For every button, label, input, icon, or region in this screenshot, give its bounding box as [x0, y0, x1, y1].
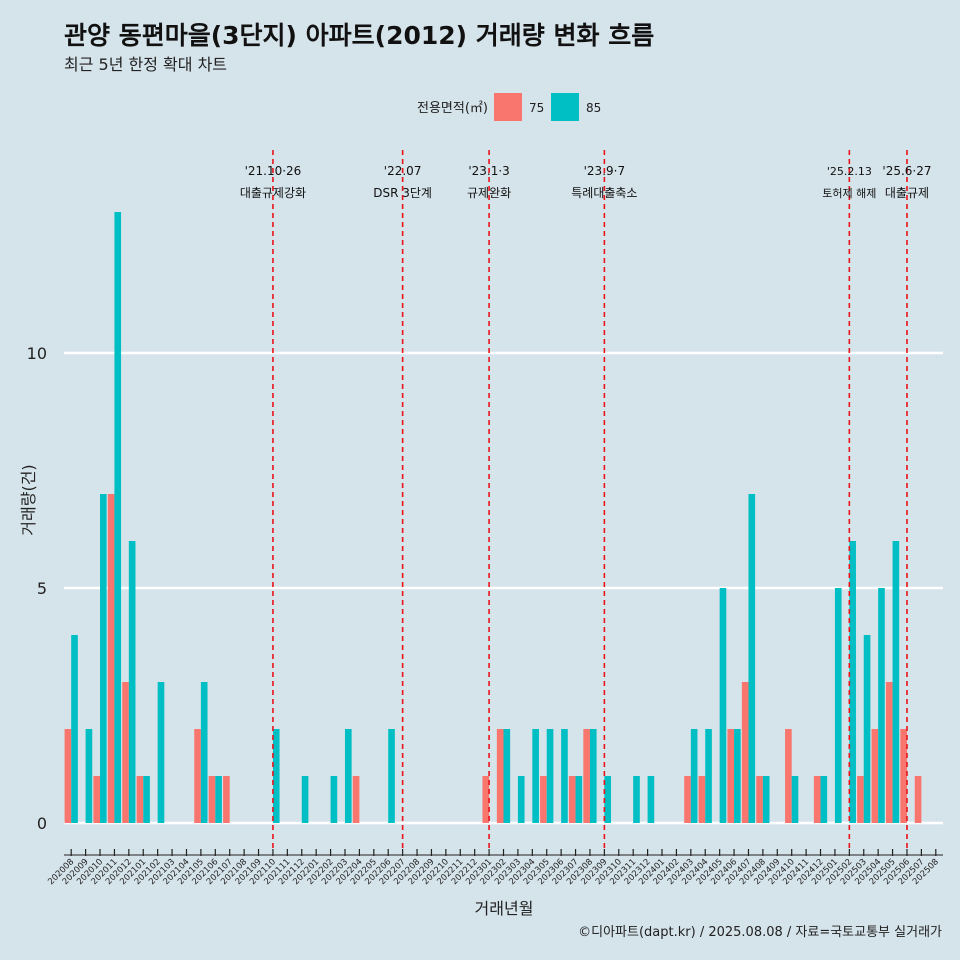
bar-85-202202: [330, 776, 338, 823]
bar-75-202305: [540, 776, 547, 823]
event-date: '25.6·27: [882, 164, 931, 178]
bar-75-202008: [64, 729, 72, 823]
y-tick-label: 10: [27, 344, 47, 363]
bar-85-202306: [561, 729, 568, 823]
bar-85-202502: [849, 541, 856, 823]
bar-85-202010: [100, 494, 107, 823]
event-date: '22.07: [384, 164, 422, 178]
legend: 전용면적(㎡) 75 85: [417, 93, 601, 121]
bar-75-202412: [813, 776, 821, 823]
bar-85-202308: [589, 729, 597, 823]
chart-title: 관양 동편마을(3단지) 아파트(2012) 거래량 변화 흐름: [64, 21, 654, 50]
bar-75-202106: [208, 776, 216, 823]
bar-75-202507: [914, 776, 922, 823]
legend-title: 전용면적(㎡): [417, 101, 488, 116]
bar-85-202305: [546, 729, 554, 823]
event-markers: '21.10·26 대출규제강화 '22.07 DSR 3단계 '23.1·3 규제완화 '…: [240, 150, 932, 852]
bar-85-202105: [200, 682, 208, 823]
bar-85-202405: [719, 588, 727, 823]
bar-85-202101: [143, 776, 150, 823]
bar-85-202312: [647, 776, 655, 823]
bar-85-202203: [344, 729, 352, 823]
bar-75-202407: [741, 682, 749, 823]
bar-85-202012: [128, 541, 136, 823]
bar-75-202107: [223, 776, 230, 823]
bars: [64, 212, 922, 823]
chart-caption: ©디아파트(dapt.kr) / 2025.08.08 / 자료=국토교통부 실…: [578, 925, 942, 940]
bar-75-202408: [756, 776, 763, 823]
y-tick-label: 0: [37, 814, 47, 833]
legend-swatch-85: [551, 93, 579, 121]
bar-75-202302: [496, 729, 504, 823]
bar-75-202012: [122, 682, 129, 823]
bar-85-202110: [272, 729, 280, 823]
legend-label-85: 85: [586, 101, 601, 115]
bar-75-202010: [93, 776, 101, 823]
legend-label-75: 75: [529, 101, 544, 115]
event-label: 특례대출축소: [571, 186, 637, 200]
bar-85-202504: [878, 588, 885, 823]
bar-75-202301: [482, 776, 490, 823]
bar-85-202407: [748, 494, 756, 823]
bar-85-202410: [791, 776, 799, 823]
x-axis-label: 거래년월: [475, 899, 534, 918]
bar-75-202204: [352, 776, 360, 823]
bar-85-202408: [762, 776, 770, 823]
legend-swatch-75: [494, 93, 522, 121]
bar-85-202412: [820, 776, 828, 823]
bar-85-202011: [114, 212, 122, 823]
bar-85-202009: [85, 729, 93, 823]
bar-85-202304: [532, 729, 539, 823]
bar-75-202011: [107, 494, 115, 823]
bar-85-202309: [604, 776, 611, 823]
bar-75-202410: [785, 729, 792, 823]
bar-85-202303: [517, 776, 525, 823]
bar-85-202008: [71, 635, 78, 823]
y-axis-label: 거래량(건): [19, 464, 38, 535]
bar-85-202501: [834, 588, 842, 823]
bar-85-202403: [690, 729, 698, 823]
y-tick-label: 5: [37, 579, 47, 598]
event-date: '23.9·7: [584, 164, 625, 178]
bar-75-202505: [885, 682, 893, 823]
bar-75-202506: [900, 729, 907, 823]
bar-85-202404: [705, 729, 712, 823]
event-label: 대출규제: [885, 186, 929, 200]
event-label: 규제완화: [467, 186, 511, 200]
bar-85-202311: [633, 776, 640, 823]
y-axis: 0 5 10: [27, 344, 47, 833]
event-label: 대출규제강화: [240, 186, 306, 200]
bar-85-202102: [157, 682, 165, 823]
bar-75-202404: [698, 776, 706, 823]
bar-75-202406: [727, 729, 735, 823]
bar-85-202206: [388, 729, 395, 823]
bar-85-202505: [892, 541, 900, 823]
bar-75-202504: [871, 729, 879, 823]
bar-75-202307: [568, 776, 576, 823]
event-date: '23.1·3: [468, 164, 509, 178]
bar-85-202503: [863, 635, 871, 823]
bar-75-202101: [136, 776, 144, 823]
bar-75-202308: [583, 729, 590, 823]
bar-85-202302: [503, 729, 511, 823]
event-label: DSR 3단계: [373, 186, 432, 200]
event-date: '25.2.13: [827, 165, 872, 178]
bar-85-202112: [301, 776, 309, 823]
bar-85-202307: [575, 776, 583, 823]
event-date: '21.10·26: [245, 164, 302, 178]
event-label: 토허제 해제: [822, 186, 876, 200]
chart-subtitle: 최근 5년 한정 확대 차트: [64, 55, 227, 74]
bar-75-202503: [857, 776, 864, 823]
x-axis: 2020082020092020102020112020122021012021…: [46, 849, 943, 887]
bar-75-202105: [194, 729, 201, 823]
bar-75-202403: [684, 776, 691, 823]
bar-85-202106: [215, 776, 222, 823]
bar-85-202406: [734, 729, 741, 823]
